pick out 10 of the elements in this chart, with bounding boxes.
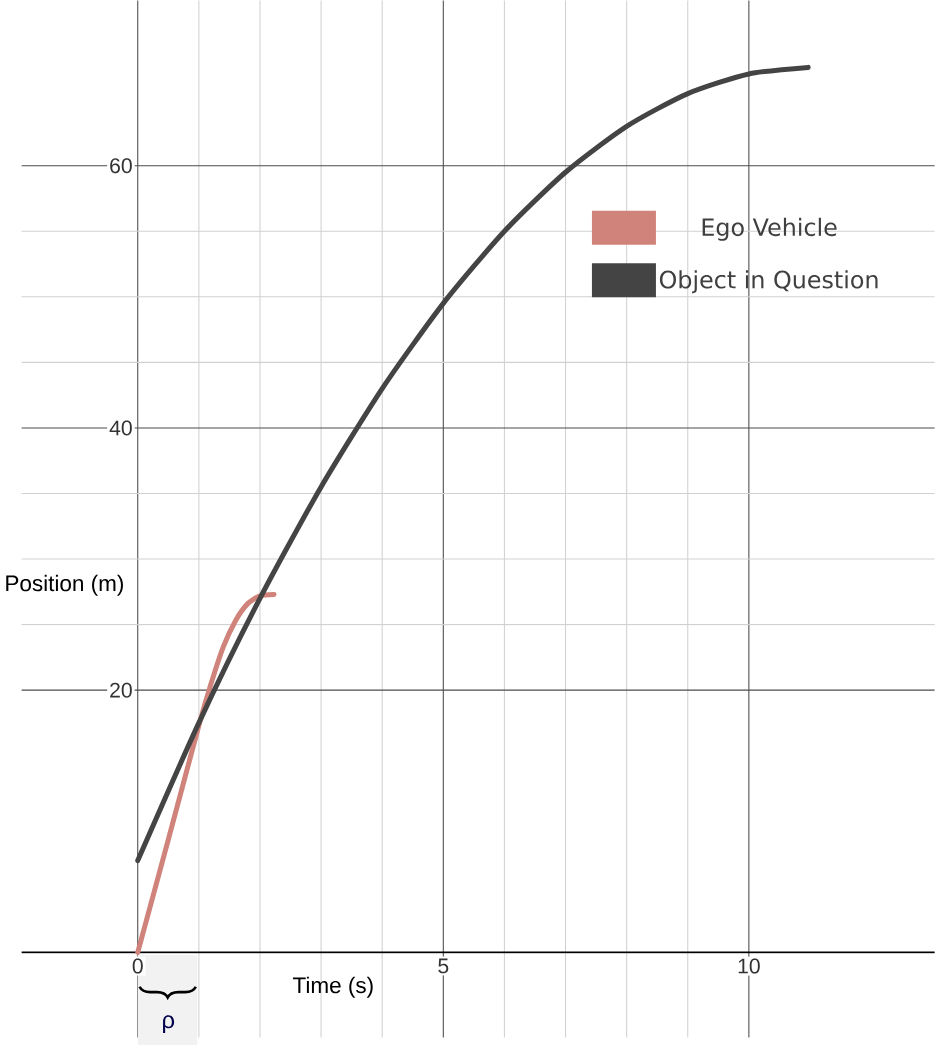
x-tick-label: 0	[132, 958, 144, 974]
annotation: ρ	[163, 1015, 175, 1034]
x-tick-label: 5	[438, 958, 449, 974]
x-axis-title: Time (s)	[293, 976, 373, 998]
y-tick-label: 60	[110, 158, 133, 174]
legend-label: Ego Vehicle	[702, 217, 837, 241]
x-tick-label: 10	[738, 958, 761, 974]
y-axis-title: Position (m)	[6, 574, 124, 596]
y-tick-label: 40	[109, 420, 133, 436]
y-tick-label: 20	[110, 682, 133, 698]
